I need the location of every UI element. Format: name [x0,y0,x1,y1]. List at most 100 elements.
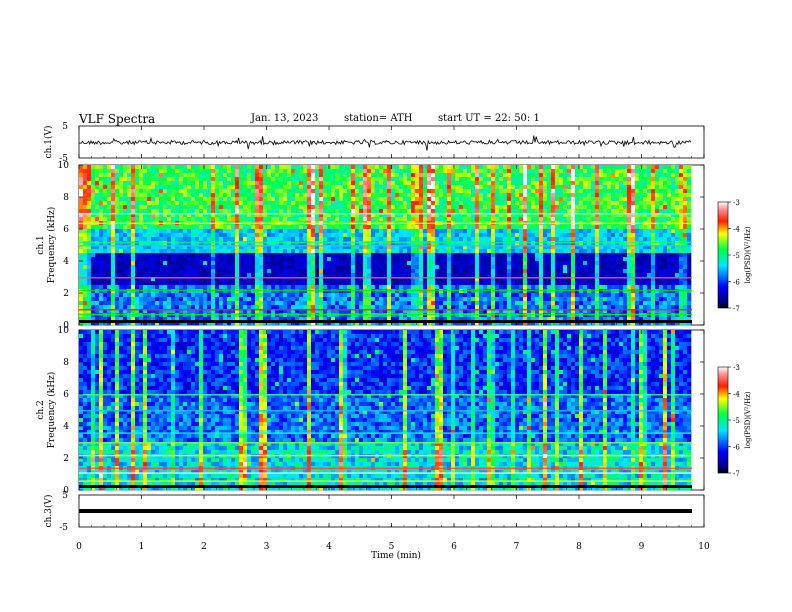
spectrogram-cell [523,169,528,174]
spectrogram-cell [103,273,108,278]
spectrogram-cell [95,293,100,298]
spectrogram-cell [371,237,376,242]
spectrogram-cell [111,201,116,206]
spectrogram-cell [495,225,500,230]
spectrogram-cell [95,217,100,222]
spectrogram-cell [471,293,476,298]
spectrogram-cell [559,285,564,290]
spectrogram-cell [255,305,260,310]
spectrogram-cell [519,269,524,274]
spectrogram-cell [407,165,412,170]
spectrogram-cell [395,269,400,274]
spectrogram-cell [115,269,120,274]
spectrogram-cell [343,237,348,242]
spectrogram-cell [427,265,432,270]
spectrogram-cell [283,293,288,298]
spectrogram-cell [563,273,568,278]
spectrogram-cell [191,197,196,202]
spectrogram-cell [371,317,376,322]
spectrogram-cell [551,293,556,298]
spectrogram-cell [415,257,420,262]
spectrogram-cell [479,189,484,194]
spectrogram-cell [115,205,120,210]
spectrogram-cell [387,309,392,314]
spectrogram-cell [467,249,472,254]
spectrogram-cell [527,225,532,230]
spectrogram-cell [303,165,308,170]
spectrogram-cell [447,285,452,290]
spectrogram-cell [91,205,96,210]
spectrogram-cell [355,301,360,306]
spectrogram-cell [239,249,244,254]
spectrogram-cell [159,233,164,238]
spectrogram-cell [259,185,264,190]
spectrogram-cell [231,301,236,306]
spectrogram-cell [467,177,472,182]
spectrogram-cell [435,245,440,250]
spectrogram-cell [391,209,396,214]
spectrogram-cell [355,229,360,234]
spectrogram-cell [311,261,316,266]
spectrogram-cell [507,305,512,310]
spectrogram-cell [175,257,180,262]
spectrogram-cell [515,213,520,218]
spectrogram-cell [291,229,296,234]
spectrogram-cell [207,309,212,314]
spectrogram-cell [539,217,544,222]
spectrogram-cell [267,205,272,210]
spectrogram-cell [359,265,364,270]
spectrogram-cell [507,297,512,302]
spectrogram-cell [447,213,452,218]
spectrogram-cell [531,245,536,250]
spectrogram-cell [167,297,172,302]
spectrogram-cell [543,317,548,322]
spectrogram-cell [423,193,428,198]
spectrogram-cell [355,273,360,278]
spectrogram-cell [515,201,520,206]
spectrogram-cell [171,249,176,254]
spectrogram-cell [575,169,580,174]
spectrogram-cell [259,237,264,242]
spectrogram-cell [439,201,444,206]
spectrogram-cell [531,169,536,174]
spectrogram-cell [279,201,284,206]
spectrogram-cell [167,305,172,310]
spectrogram-cell [427,293,432,298]
spectrogram-cell [99,257,104,262]
spectrogram-cell [107,297,112,302]
spectrogram-cell [195,233,200,238]
spectrogram-cell [223,165,228,170]
spectrogram-cell [491,189,496,194]
spectrogram-cell [323,233,328,238]
spectrogram-cell [291,281,296,286]
spectrogram-cell [575,245,580,250]
spectrogram-cell [127,217,132,222]
spectrogram-cell [427,217,432,222]
spectrogram-cell [223,189,228,194]
spectrogram-cell [471,193,476,198]
spectrogram-cell [491,181,496,186]
spectrogram-cell [399,201,404,206]
spectrogram-cell [391,245,396,250]
spectrogram-cell [351,297,356,302]
spectrogram-cell [199,261,204,266]
spectrogram-cell [303,253,308,258]
spectrogram-cell [271,317,276,322]
spectrogram-cell [339,269,344,274]
spectrogram-cell [523,237,528,242]
spectrogram-cell [475,273,480,278]
spectrogram-cell [199,217,204,222]
spectrogram-cell [219,249,224,254]
spectrogram-cell [515,185,520,190]
spectrogram-cell [543,165,548,170]
spectrogram-cell [411,213,416,218]
spectrogram-cell [95,273,100,278]
spectrogram-cell [391,253,396,258]
spectrogram-cell [431,281,436,286]
spectrogram-cell [439,249,444,254]
spectrogram-cell [435,249,440,254]
spectrogram-cell [271,209,276,214]
spectrogram-cell [247,237,252,242]
spectrogram-cell [531,301,536,306]
spectrogram-cell [311,265,316,270]
